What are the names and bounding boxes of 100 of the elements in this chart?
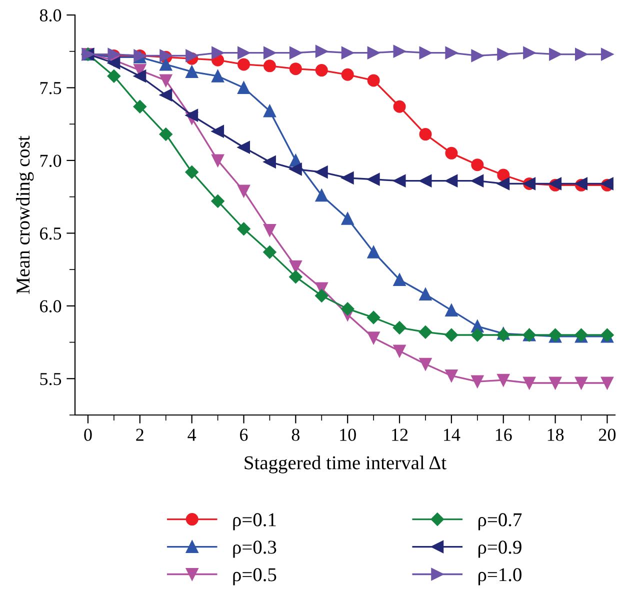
- point: [497, 177, 510, 190]
- point: [186, 65, 198, 78]
- point: [445, 146, 458, 160]
- point: [600, 48, 614, 61]
- point: [133, 100, 146, 114]
- point: [470, 328, 484, 342]
- point: [315, 189, 328, 202]
- point: [497, 374, 510, 386]
- point: [341, 46, 354, 60]
- point: [419, 46, 432, 60]
- x-tick-label: 12: [392, 428, 408, 441]
- point: [497, 48, 510, 61]
- y-tick-label: 7.5: [40, 82, 62, 94]
- x-tick-label: 2: [136, 428, 144, 441]
- point: [444, 328, 458, 342]
- point: [160, 74, 172, 87]
- point: [263, 224, 276, 237]
- point: [600, 376, 614, 390]
- point: [211, 194, 224, 208]
- x-tick-label: 0: [84, 428, 92, 441]
- point: [549, 376, 562, 390]
- point: [212, 125, 224, 138]
- point: [238, 141, 250, 154]
- point: [418, 326, 432, 339]
- point: [471, 174, 484, 188]
- point: [393, 100, 406, 113]
- point: [134, 70, 146, 82]
- point: [367, 46, 380, 60]
- point: [289, 46, 302, 60]
- point: [315, 166, 328, 178]
- point: [341, 172, 354, 184]
- point: [393, 273, 406, 286]
- point: [419, 288, 432, 301]
- point: [289, 62, 302, 76]
- point: [366, 310, 380, 324]
- point: [107, 70, 121, 83]
- y-tick-label: 8.0: [40, 9, 62, 22]
- point: [263, 246, 276, 259]
- point: [445, 174, 458, 188]
- point: [549, 48, 562, 61]
- point: [367, 173, 380, 186]
- x-tick-label: 8: [292, 428, 300, 441]
- point: [445, 304, 458, 317]
- y-tick-label: 6.0: [40, 300, 62, 312]
- point: [263, 60, 276, 72]
- point: [238, 184, 250, 198]
- x-tick-label: 14: [444, 428, 460, 441]
- point: [471, 49, 484, 62]
- point: [263, 104, 276, 118]
- point: [445, 46, 458, 60]
- point: [341, 302, 354, 316]
- x-tick-label: 20: [598, 428, 616, 441]
- point: [575, 376, 588, 390]
- point: [315, 289, 328, 302]
- point: [186, 109, 198, 122]
- point: [315, 45, 328, 58]
- point: [393, 174, 406, 188]
- point: [289, 260, 302, 273]
- point: [367, 74, 380, 87]
- legend-label: ρ=0.5: [233, 568, 276, 586]
- point: [392, 321, 406, 334]
- legend-label: ρ=0.1: [233, 513, 276, 530]
- point: [263, 46, 276, 60]
- point: [393, 344, 406, 358]
- point: [367, 332, 380, 344]
- point: [289, 162, 302, 176]
- x-tick-label: 10: [340, 428, 356, 441]
- point: [212, 70, 224, 82]
- x-tick-label: 16: [496, 428, 512, 441]
- point: [237, 222, 250, 236]
- y-tick-label: 5.5: [40, 373, 62, 386]
- point: [341, 68, 354, 81]
- point: [186, 49, 198, 62]
- point: [238, 81, 250, 94]
- legend-label: ρ=0.3: [233, 540, 276, 558]
- point: [185, 166, 198, 179]
- point: [419, 358, 432, 370]
- point: [212, 46, 224, 60]
- point: [523, 376, 536, 390]
- point: [159, 128, 172, 141]
- point: [341, 212, 354, 225]
- y-tick-label: 7.0: [40, 154, 62, 167]
- point: [445, 369, 458, 382]
- x-tick-label: 18: [548, 428, 564, 441]
- point: [471, 375, 484, 388]
- point: [497, 168, 510, 182]
- x-tick-label: 4: [188, 428, 196, 441]
- point: [108, 56, 120, 70]
- point: [523, 46, 536, 60]
- y-axis-title: Mean crowding cost: [16, 136, 34, 294]
- point: [419, 128, 432, 141]
- point: [367, 246, 380, 258]
- point: [393, 45, 406, 58]
- point: [160, 88, 172, 102]
- x-axis-title: Staggered time interval Δt: [244, 456, 446, 474]
- point: [238, 46, 250, 60]
- point: [289, 270, 302, 284]
- legend-label: ρ=0.7: [478, 513, 522, 530]
- y-tick-label: 6.5: [40, 227, 62, 240]
- point: [263, 156, 276, 168]
